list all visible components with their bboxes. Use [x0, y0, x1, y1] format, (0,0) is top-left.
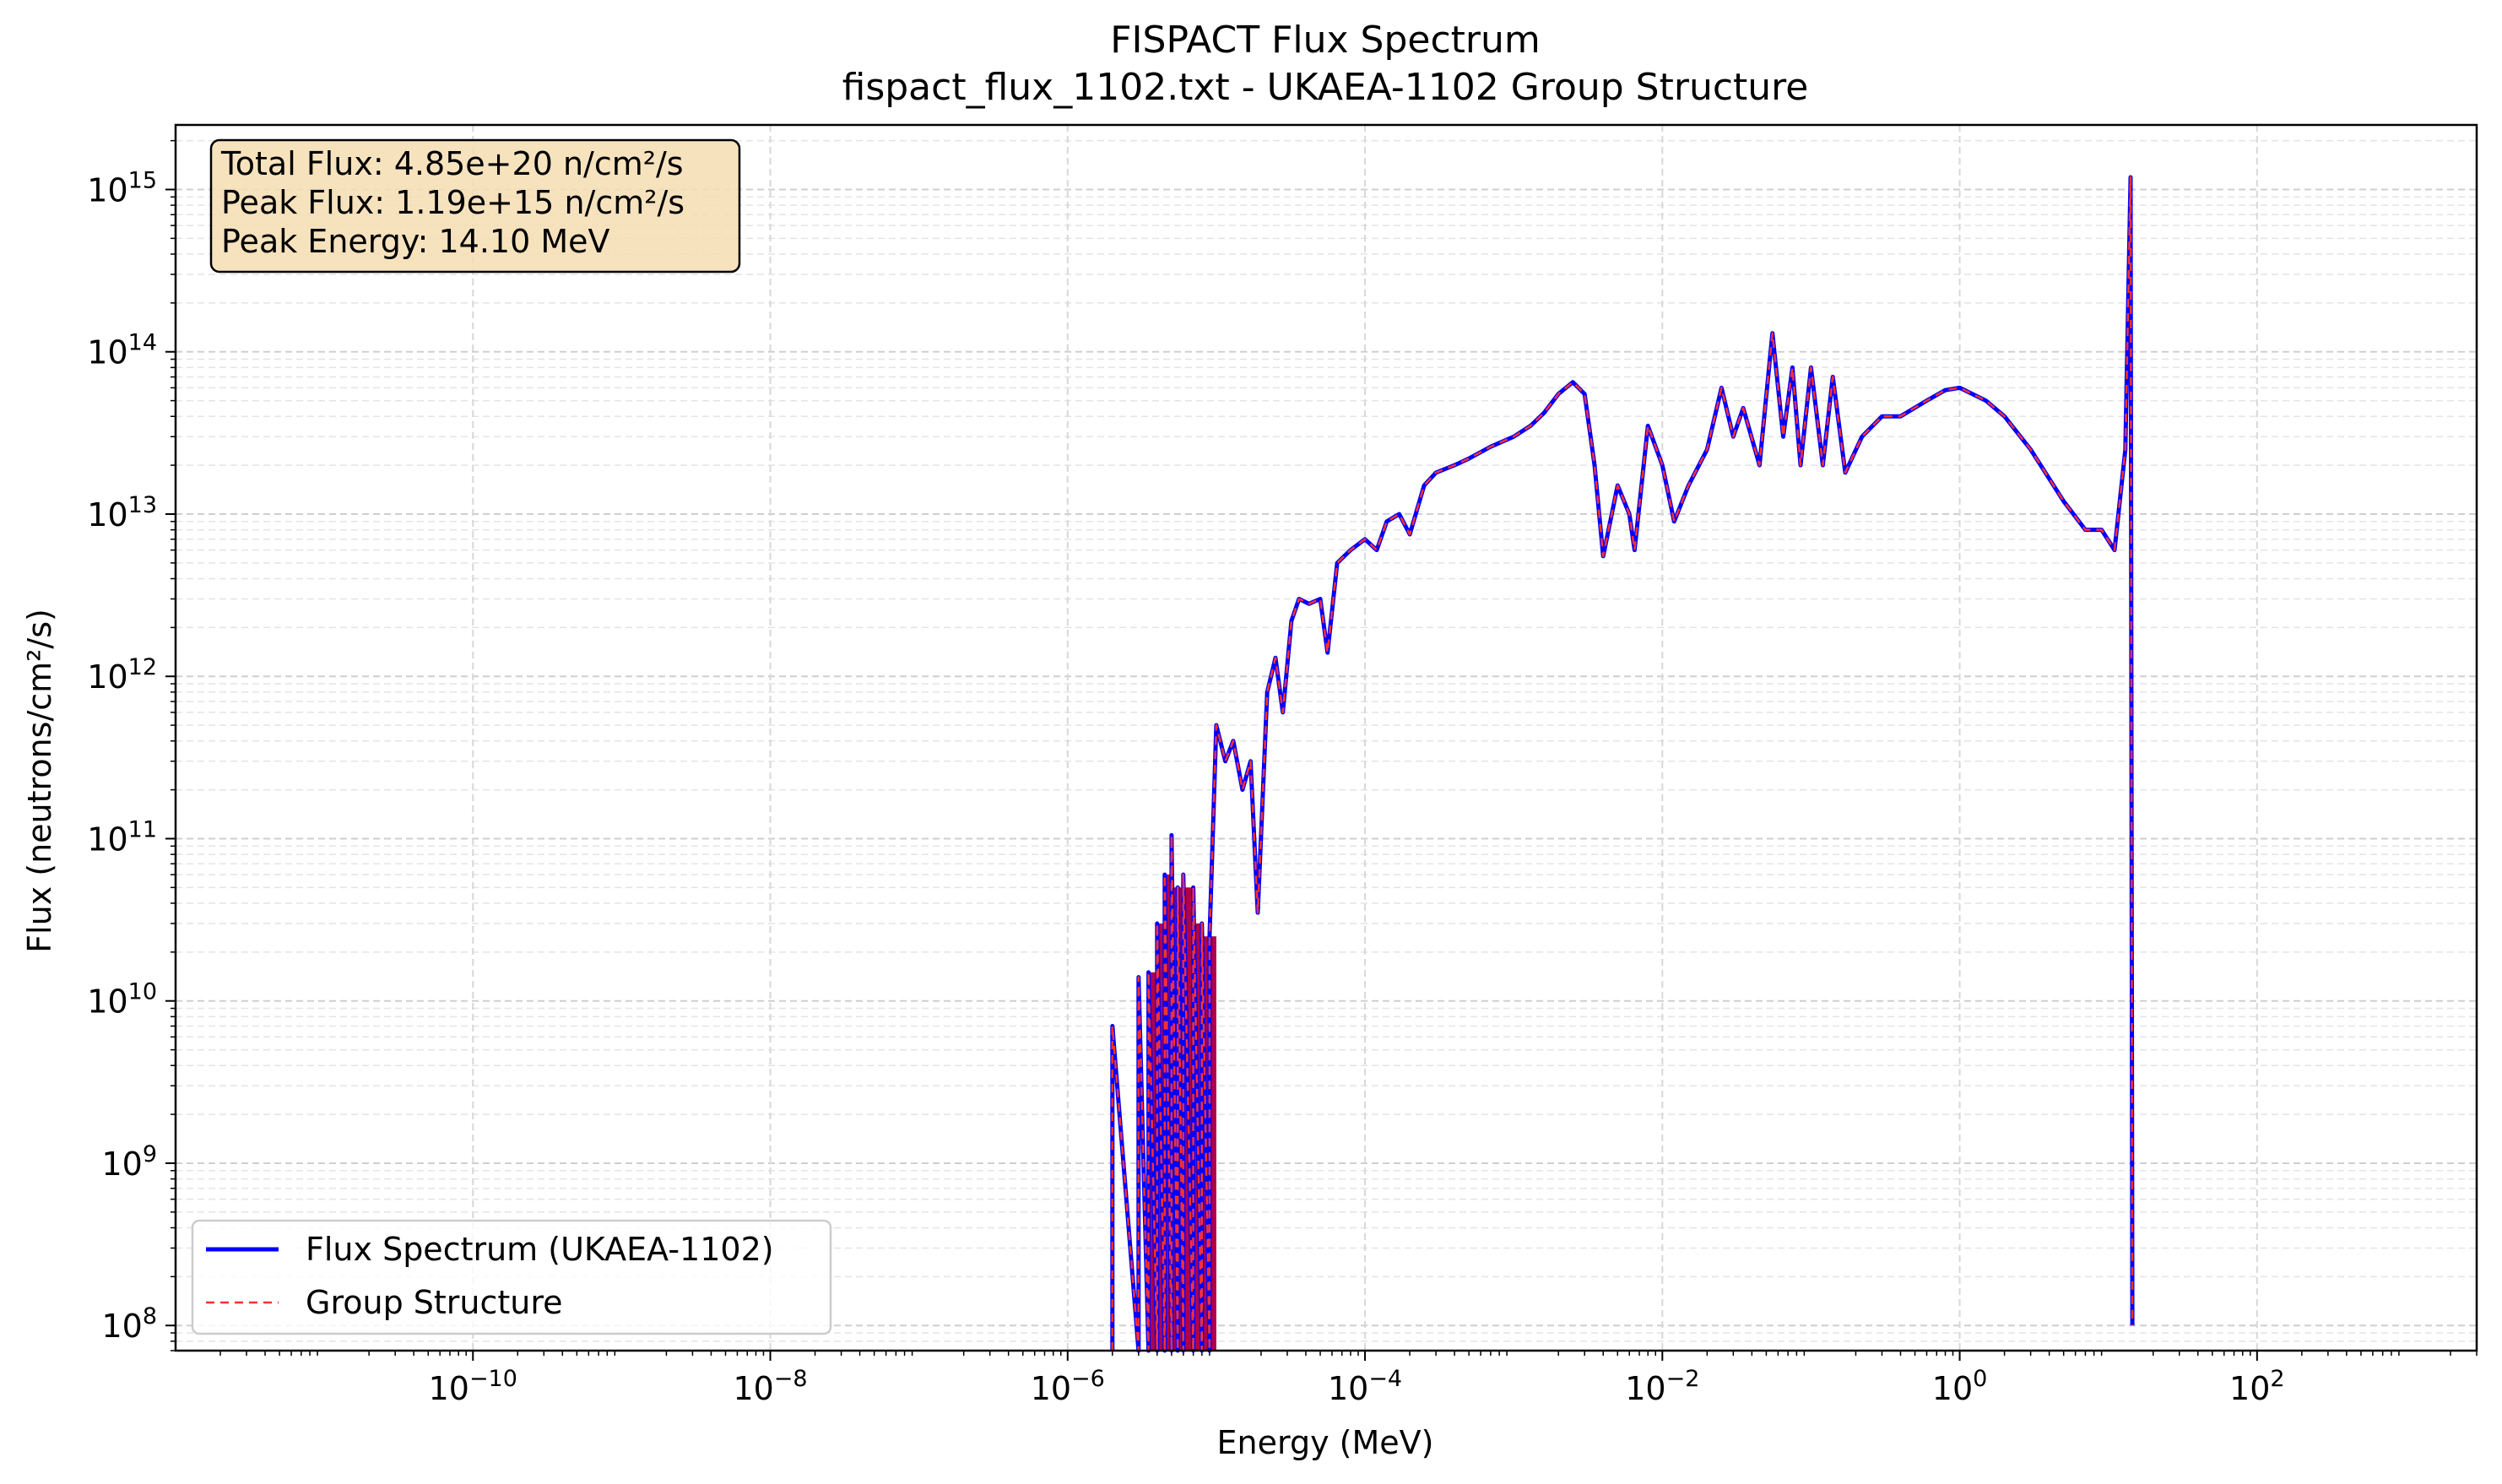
legend-label-group: Group Structure — [306, 1284, 563, 1321]
axes-frame — [174, 123, 2478, 1352]
total-flux-text: Total Flux: 4.85e+20 n/cm²/s — [220, 145, 684, 182]
stats-box — [209, 138, 741, 274]
x-gridlines — [472, 125, 2258, 1351]
legend: Flux Spectrum (UKAEA-1102) Group Structu… — [191, 1219, 832, 1335]
peak-energy-text: Peak Energy: 14.10 MeV — [221, 223, 610, 260]
chart-title: FISPACT Flux Spectrum — [1110, 19, 1541, 62]
legend-box — [191, 1219, 832, 1335]
x-tick-label: 10−8 — [733, 1366, 807, 1407]
legend-label-flux: Flux Spectrum (UKAEA-1102) — [306, 1231, 774, 1268]
peak-flux-text: Peak Flux: 1.19e+15 n/cm²/s — [221, 184, 685, 221]
group-structure-band — [1209, 936, 1216, 1351]
stats-annotation: Total Flux: 4.85e+20 n/cm²/s Peak Flux: … — [209, 138, 741, 274]
x-axis-label: Energy (MeV) — [1217, 1424, 1434, 1461]
x-tick-marks: 10−10 10−8 10−6 10−4 10−2 100 102 — [219, 1351, 2478, 1407]
plot-area — [1110, 175, 2135, 1353]
group-structure-line — [1111, 176, 2134, 1352]
y-axis-label: Flux (neutrons/cm²/s) — [21, 609, 58, 953]
chart-subtitle: fispact_flux_1102.txt - UKAEA-1102 Group… — [842, 66, 1809, 109]
